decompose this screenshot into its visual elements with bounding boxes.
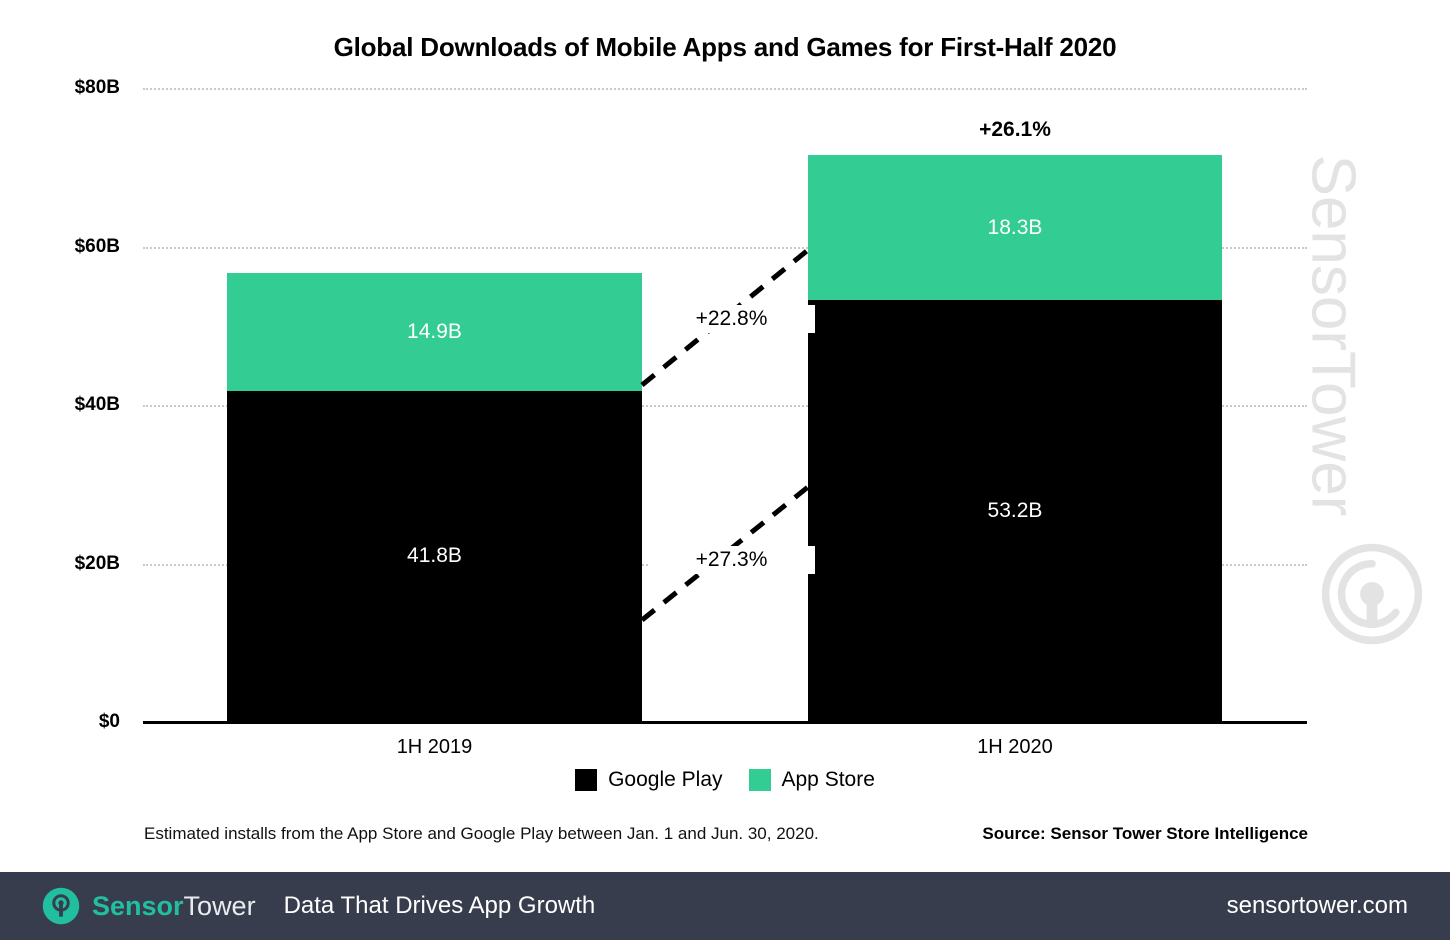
- ytick-label-20: $20B: [74, 553, 120, 574]
- ytick-label-60: $60B: [74, 236, 120, 257]
- legend-label: Google Play: [608, 768, 723, 791]
- chart-plot-area: $80B $60B $40B $20B $0 41.8B 14.9B 1H 20…: [74, 77, 1307, 758]
- bar-value-label: 14.9B: [407, 320, 462, 343]
- bar-value-label: 53.2B: [987, 498, 1043, 522]
- bottom-branding-bar: SensorTower Data That Drives App Growth …: [0, 872, 1450, 940]
- xtick-label-2020: 1H 2020: [977, 736, 1053, 758]
- ytick-label-0: $0: [98, 711, 120, 732]
- chart-legend: Google Play App Store: [0, 768, 1450, 792]
- bar-value-label: 18.3B: [987, 215, 1043, 239]
- bar-2019-app-store[interactable]: 14.9B: [227, 273, 642, 391]
- brand-block[interactable]: SensorTower: [42, 887, 256, 925]
- bar-2020-app-store[interactable]: 18.3B: [808, 155, 1222, 300]
- ytick-label-40: $40B: [74, 394, 120, 415]
- legend-item-app-store[interactable]: App Store: [748, 768, 875, 792]
- gridline-60: [143, 247, 1307, 249]
- x-axis-line: [143, 721, 1307, 724]
- growth-connectors: [640, 248, 810, 622]
- bar-value-label: 41.8B: [407, 544, 462, 567]
- growth-label-google-play: +27.3%: [648, 546, 815, 574]
- chart-title: Global Downloads of Mobile Apps and Game…: [333, 32, 1117, 62]
- chart-source: Source: Sensor Tower Store Intelligence: [982, 824, 1308, 843]
- gridline-40: [143, 405, 1307, 407]
- bar-2020-google-play[interactable]: 53.2B: [808, 300, 1222, 721]
- brand-tagline: Data That Drives App Growth: [283, 892, 596, 919]
- brand-wordmark-part1: Sensor: [92, 890, 184, 921]
- site-url[interactable]: sensortower.com: [1226, 892, 1408, 919]
- legend-label: App Store: [781, 768, 875, 791]
- chart-footnote: Estimated installs from the App Store an…: [144, 824, 819, 843]
- ytick-label-80: $80B: [74, 77, 120, 98]
- legend-item-google-play[interactable]: Google Play: [575, 768, 723, 792]
- total-growth-label: +26.1%: [979, 118, 1051, 141]
- brand-wordmark-part2: Tower: [183, 890, 256, 921]
- growth-label-app-store: +22.8%: [648, 305, 815, 333]
- brand-wordmark: SensorTower: [92, 891, 256, 922]
- sensortower-logo-icon: [42, 887, 80, 925]
- bar-2019-google-play[interactable]: 41.8B: [227, 391, 642, 721]
- watermark-logo-icon: [1321, 543, 1423, 645]
- xtick-label-2019: 1H 2019: [396, 736, 473, 758]
- legend-swatch-app-store: [748, 769, 771, 791]
- legend-swatch-google-play: [575, 769, 598, 791]
- gridline-80: [143, 88, 1307, 90]
